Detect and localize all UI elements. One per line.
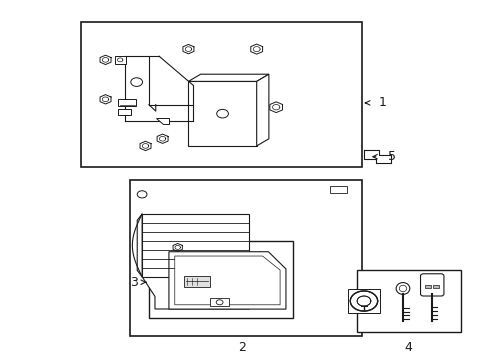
Polygon shape [188, 74, 268, 81]
Bar [329, 186, 346, 193]
Bar [356, 270, 461, 332]
Bar [209, 298, 229, 306]
Bar [432, 284, 438, 288]
Text: 2: 2 [238, 341, 245, 354]
Bar [424, 284, 430, 288]
Ellipse shape [399, 285, 406, 292]
Bar [347, 289, 379, 313]
Polygon shape [256, 74, 268, 146]
Bar [142, 214, 249, 277]
Polygon shape [174, 256, 280, 305]
Ellipse shape [395, 283, 409, 294]
Text: 4: 4 [404, 341, 411, 354]
Bar [115, 56, 125, 64]
Bar [149, 241, 293, 318]
Bar [188, 81, 256, 146]
Text: 3: 3 [130, 276, 138, 289]
Bar [118, 99, 136, 107]
Text: 5: 5 [387, 150, 396, 163]
Text: 1: 1 [378, 96, 386, 109]
Bar [81, 22, 361, 167]
Polygon shape [156, 118, 169, 125]
Bar [183, 276, 210, 287]
Polygon shape [168, 252, 285, 309]
Polygon shape [142, 277, 249, 309]
Polygon shape [137, 214, 142, 277]
Bar [118, 109, 131, 116]
FancyBboxPatch shape [420, 274, 443, 296]
Bar [130, 180, 361, 336]
